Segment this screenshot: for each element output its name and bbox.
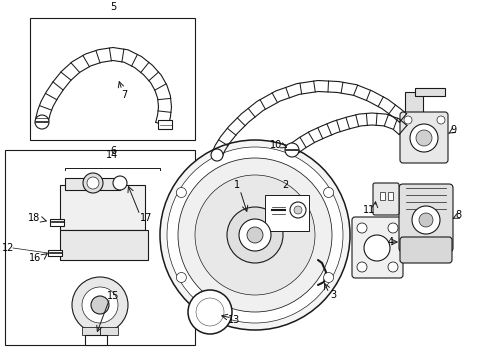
Circle shape <box>403 116 411 124</box>
Text: 16: 16 <box>29 253 41 263</box>
FancyBboxPatch shape <box>399 237 451 263</box>
Text: 13: 13 <box>227 315 240 325</box>
Circle shape <box>285 143 298 157</box>
Text: 3: 3 <box>329 290 335 300</box>
Circle shape <box>415 130 431 146</box>
Circle shape <box>418 213 432 227</box>
Circle shape <box>387 262 397 272</box>
Text: 18: 18 <box>28 213 40 223</box>
Circle shape <box>239 219 270 251</box>
Circle shape <box>293 206 302 214</box>
Circle shape <box>289 202 305 218</box>
Circle shape <box>411 206 439 234</box>
Bar <box>379 192 384 200</box>
Bar <box>50 219 64 226</box>
Bar <box>158 120 172 129</box>
Text: 1: 1 <box>233 180 240 190</box>
Circle shape <box>210 149 223 161</box>
Circle shape <box>323 188 333 198</box>
Bar <box>5 150 195 345</box>
Circle shape <box>167 147 342 323</box>
Circle shape <box>35 115 49 129</box>
Text: 12: 12 <box>2 243 14 253</box>
Bar <box>100 327 118 335</box>
Circle shape <box>409 124 437 152</box>
Circle shape <box>113 176 127 190</box>
Text: 14: 14 <box>106 150 118 160</box>
Text: 10: 10 <box>269 140 282 150</box>
Text: 11: 11 <box>362 205 374 215</box>
Circle shape <box>387 223 397 233</box>
Bar <box>387 192 392 200</box>
Circle shape <box>87 177 99 189</box>
Circle shape <box>72 277 128 333</box>
Bar <box>264 195 308 231</box>
Circle shape <box>187 290 231 334</box>
Circle shape <box>176 273 186 283</box>
Circle shape <box>176 188 186 198</box>
Circle shape <box>436 116 444 124</box>
Text: 5: 5 <box>110 2 116 12</box>
Circle shape <box>356 262 366 272</box>
Bar <box>85 335 107 345</box>
Text: 7: 7 <box>121 90 127 100</box>
Text: 4: 4 <box>387 237 393 247</box>
Bar <box>48 250 62 256</box>
Circle shape <box>195 175 314 295</box>
Circle shape <box>246 227 263 243</box>
Bar <box>60 185 145 230</box>
FancyBboxPatch shape <box>398 184 452 252</box>
Text: 15: 15 <box>107 291 119 301</box>
Circle shape <box>82 287 118 323</box>
Bar <box>404 92 422 120</box>
Text: 2: 2 <box>281 180 287 190</box>
Circle shape <box>226 207 283 263</box>
Circle shape <box>356 223 366 233</box>
FancyBboxPatch shape <box>351 217 402 278</box>
Circle shape <box>160 140 349 330</box>
Circle shape <box>83 173 103 193</box>
Circle shape <box>363 235 389 261</box>
Text: 8: 8 <box>454 210 460 220</box>
FancyBboxPatch shape <box>399 112 447 163</box>
Bar <box>60 230 148 260</box>
Circle shape <box>178 158 331 312</box>
Circle shape <box>323 273 333 283</box>
Bar <box>414 88 444 96</box>
Text: 6: 6 <box>110 146 116 156</box>
FancyBboxPatch shape <box>372 183 398 215</box>
Circle shape <box>91 296 109 314</box>
Bar <box>65 178 120 190</box>
Text: 9: 9 <box>449 125 455 135</box>
Text: 17: 17 <box>140 213 152 223</box>
Bar <box>30 18 195 140</box>
Bar <box>82 327 100 335</box>
Circle shape <box>196 298 224 326</box>
